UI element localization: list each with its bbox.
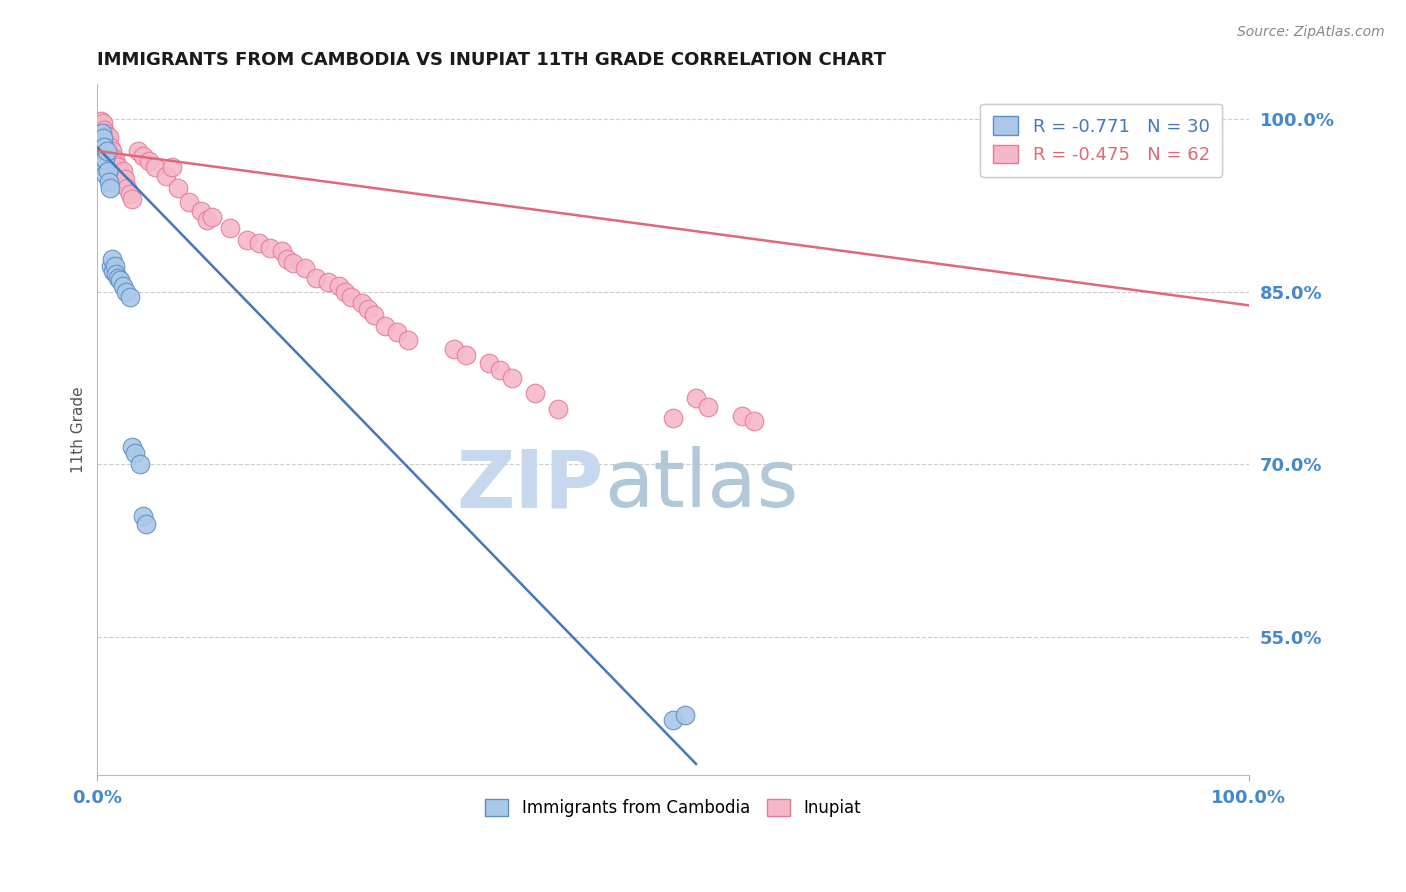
Point <box>190 203 212 218</box>
Point <box>662 411 685 425</box>
Point <box>523 385 546 400</box>
Point <box>104 267 127 281</box>
Point <box>489 363 512 377</box>
Point <box>124 446 146 460</box>
Point <box>97 136 120 151</box>
Point <box>316 275 339 289</box>
Point <box>270 244 292 259</box>
Point <box>276 252 298 267</box>
Point <box>93 140 115 154</box>
Point <box>107 160 129 174</box>
Point <box>374 319 396 334</box>
Point <box>339 290 361 304</box>
Point <box>454 348 477 362</box>
Point <box>127 144 149 158</box>
Point <box>328 278 350 293</box>
Point <box>121 440 143 454</box>
Point <box>501 371 523 385</box>
Point <box>121 192 143 206</box>
Point <box>132 148 155 162</box>
Point <box>357 301 380 316</box>
Point <box>91 120 114 135</box>
Point <box>385 325 408 339</box>
Point <box>236 233 259 247</box>
Point <box>94 126 117 140</box>
Point <box>93 158 115 172</box>
Point <box>685 391 707 405</box>
Point <box>97 163 120 178</box>
Point <box>101 144 124 158</box>
Point <box>97 130 120 145</box>
Point <box>443 342 465 356</box>
Point <box>90 114 112 128</box>
Point <box>662 713 685 727</box>
Point <box>111 278 134 293</box>
Point <box>93 123 115 137</box>
Point <box>352 296 374 310</box>
Point <box>179 194 201 209</box>
Text: IMMIGRANTS FROM CAMBODIA VS INUPIAT 11TH GRADE CORRELATION CHART: IMMIGRANTS FROM CAMBODIA VS INUPIAT 11TH… <box>97 51 886 69</box>
Point <box>110 273 132 287</box>
Point <box>104 152 127 166</box>
Point <box>103 264 125 278</box>
Point <box>135 517 157 532</box>
Text: ZIP: ZIP <box>457 446 605 524</box>
Point <box>104 158 127 172</box>
Point <box>118 290 141 304</box>
Point <box>90 136 112 151</box>
Point <box>100 259 122 273</box>
Point <box>333 285 356 299</box>
Point <box>281 256 304 270</box>
Point <box>118 186 141 201</box>
Point <box>96 128 118 143</box>
Point <box>143 160 166 174</box>
Point <box>101 252 124 267</box>
Point <box>305 270 328 285</box>
Point <box>107 270 129 285</box>
Text: atlas: atlas <box>605 446 799 524</box>
Point <box>115 285 138 299</box>
Point <box>696 400 718 414</box>
Point <box>104 259 127 273</box>
Point <box>94 167 117 181</box>
Point <box>98 181 121 195</box>
Text: Source: ZipAtlas.com: Source: ZipAtlas.com <box>1237 25 1385 39</box>
Point <box>98 140 121 154</box>
Point <box>218 221 240 235</box>
Point <box>91 158 114 172</box>
Point <box>91 116 114 130</box>
Y-axis label: 11th Grade: 11th Grade <box>72 386 86 473</box>
Point <box>201 210 224 224</box>
Point <box>100 148 122 162</box>
Point <box>96 144 118 158</box>
Point <box>111 163 134 178</box>
Point <box>731 409 754 423</box>
Point <box>155 169 177 184</box>
Point <box>673 708 696 723</box>
Point <box>91 126 114 140</box>
Legend: Immigrants from Cambodia, Inupiat: Immigrants from Cambodia, Inupiat <box>478 792 868 824</box>
Point <box>547 402 569 417</box>
Point <box>160 160 183 174</box>
Point <box>114 171 136 186</box>
Point <box>97 175 120 189</box>
Point <box>247 236 270 251</box>
Point <box>129 458 152 472</box>
Point <box>294 261 316 276</box>
Point <box>91 148 114 162</box>
Point <box>742 413 765 427</box>
Point <box>396 333 419 347</box>
Point <box>478 356 501 370</box>
Point <box>91 131 114 145</box>
Point <box>167 181 190 195</box>
Point <box>138 154 160 169</box>
Point <box>110 167 132 181</box>
Point <box>132 509 155 524</box>
Point <box>363 308 385 322</box>
Point <box>259 241 281 255</box>
Point <box>117 181 139 195</box>
Point <box>94 152 117 166</box>
Point <box>195 213 218 227</box>
